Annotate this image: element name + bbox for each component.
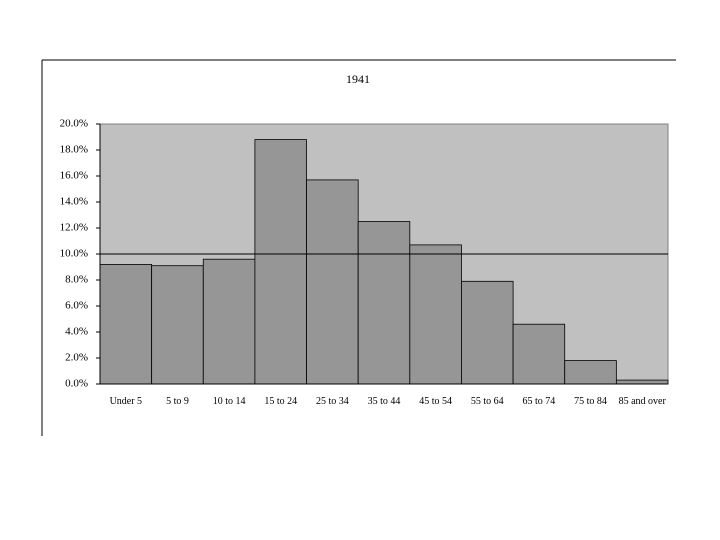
y-tick-label: 16.0% <box>60 170 88 182</box>
bar <box>202 258 256 385</box>
y-tick-label: 2.0% <box>65 352 88 364</box>
bar <box>357 221 411 385</box>
x-tick-label: 5 to 9 <box>166 396 189 407</box>
x-tick-label: Under 5 <box>109 396 143 407</box>
y-tick-label: 14.0% <box>60 196 88 208</box>
y-tick-label: 0.0% <box>65 378 88 390</box>
y-tick-label: 20.0% <box>60 118 88 130</box>
x-tick-label: 65 to 74 <box>522 396 556 407</box>
x-tick-label: 75 to 84 <box>574 396 607 407</box>
x-tick-label: 55 to 64 <box>470 396 504 407</box>
bar <box>564 360 617 385</box>
y-tick-label: 18.0% <box>60 144 88 156</box>
y-tick-label: 10.0% <box>60 248 88 260</box>
bar <box>409 244 462 385</box>
bar <box>151 265 204 385</box>
y-tick-label: 4.0% <box>65 326 88 338</box>
bar <box>615 379 669 385</box>
bar <box>254 139 307 385</box>
y-tick-label: 12.0% <box>60 222 88 234</box>
y-tick-label: 8.0% <box>65 274 88 286</box>
bar <box>512 323 566 385</box>
bar <box>461 280 514 385</box>
y-tick-label: 6.0% <box>65 300 88 312</box>
x-tick-label: 85 and over <box>618 396 666 407</box>
x-tick-label: 10 to 14 <box>212 396 246 407</box>
x-tick-label: 45 to 54 <box>419 396 453 407</box>
x-tick-label: 25 to 34 <box>315 396 349 407</box>
x-tick-label: 35 to 44 <box>367 396 401 407</box>
bar <box>306 179 359 385</box>
chart-title: 1941 <box>346 72 370 86</box>
bar <box>99 263 153 385</box>
x-tick-label: 15 to 24 <box>264 396 298 407</box>
